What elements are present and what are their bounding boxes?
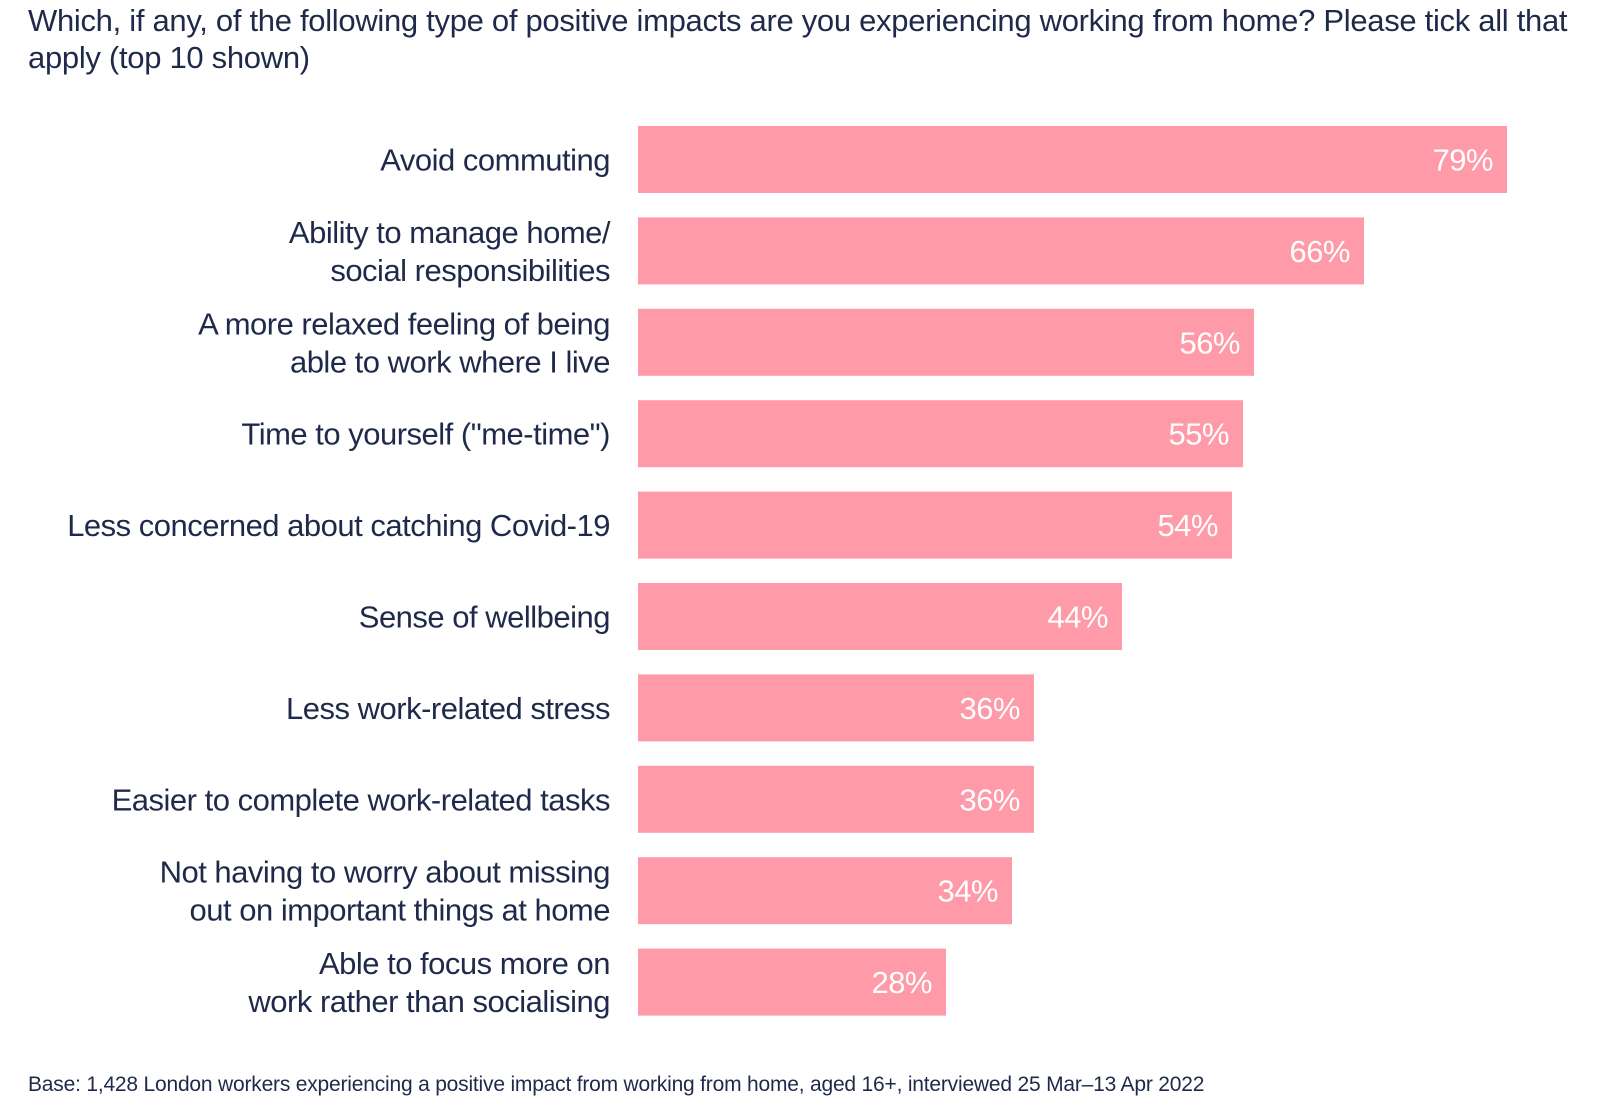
- bar: [638, 765, 1034, 833]
- bar-value-label: 79%: [1432, 143, 1493, 178]
- bar-value-label: 66%: [1289, 234, 1350, 269]
- chart-footnote: Base: 1,428 London workers experiencing …: [28, 1073, 1205, 1096]
- bar: [638, 857, 1012, 925]
- bar: [638, 308, 1254, 376]
- bar: [638, 217, 1364, 285]
- bar: [638, 491, 1232, 559]
- category-label: Not having to worry about missing: [160, 855, 610, 890]
- category-label: Able to focus more on: [319, 946, 610, 981]
- category-label: social responsibilities: [330, 253, 610, 288]
- category-label: able to work where I live: [290, 344, 610, 379]
- bar-value-label: 54%: [1157, 508, 1218, 543]
- category-label: A more relaxed feeling of being: [198, 306, 610, 341]
- bar: [638, 583, 1122, 650]
- bar: [638, 674, 1034, 742]
- bar-value-label: 56%: [1179, 325, 1240, 360]
- bar: [638, 948, 946, 1016]
- bar-value-label: 36%: [959, 782, 1020, 817]
- bar-value-label: 34%: [937, 874, 998, 909]
- bar-chart: 79% Avoid commuting 66% Ability to manage h…: [67, 126, 1507, 1019]
- category-label: Sense of wellbeing: [359, 600, 610, 635]
- bar: [638, 126, 1507, 193]
- category-label: out on important things at home: [190, 893, 610, 928]
- category-label: work rather than socialising: [247, 984, 610, 1019]
- bar: [638, 400, 1243, 468]
- category-label: Ability to manage home/: [289, 215, 611, 250]
- category-label: Avoid commuting: [380, 143, 610, 178]
- category-label: Time to yourself ("me-time"): [241, 417, 610, 452]
- bar-value-label: 55%: [1168, 417, 1229, 452]
- bar-value-label: 28%: [871, 965, 932, 1000]
- category-label: Less concerned about catching Covid-19: [67, 508, 610, 543]
- chart-title: Which, if any, of the following type of …: [28, 3, 1568, 75]
- bar-value-label: 36%: [959, 691, 1020, 726]
- category-label: Less work-related stress: [286, 691, 610, 726]
- bar-value-label: 44%: [1047, 600, 1108, 635]
- category-label: Easier to complete work-related tasks: [112, 782, 610, 817]
